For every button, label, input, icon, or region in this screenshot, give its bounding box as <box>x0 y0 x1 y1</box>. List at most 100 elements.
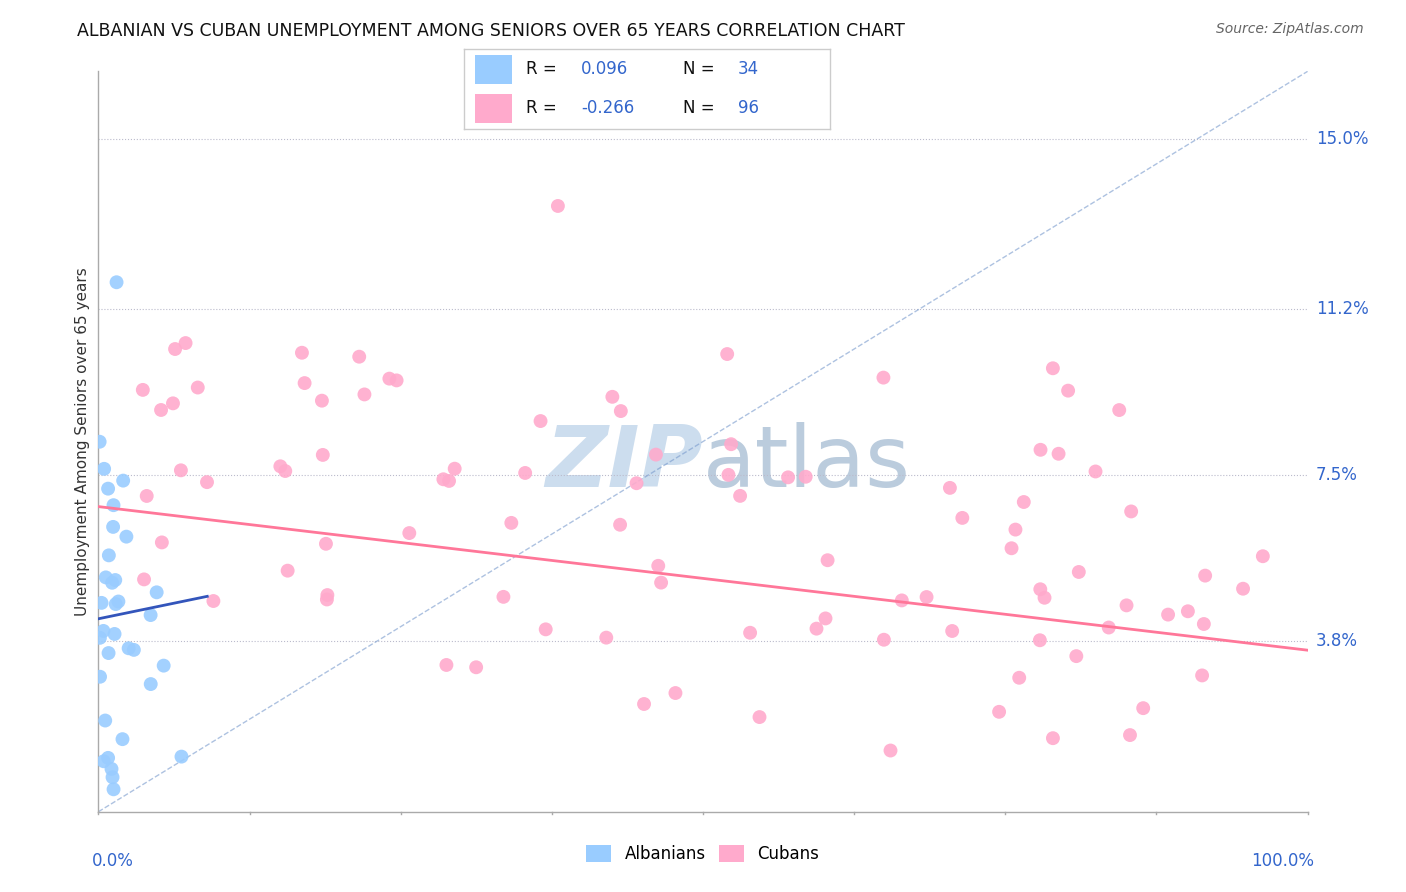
Point <box>1157 607 1180 622</box>
Point <box>202 594 225 608</box>
Point <box>97 751 120 765</box>
Point <box>1192 617 1215 632</box>
Point <box>170 463 193 477</box>
Point <box>872 370 894 384</box>
Point <box>316 588 339 602</box>
Point <box>97 646 120 660</box>
Point <box>1121 504 1143 518</box>
Point <box>150 535 173 549</box>
Text: 100.0%: 100.0% <box>1250 853 1313 871</box>
Point <box>547 199 569 213</box>
Text: R =: R = <box>526 60 562 78</box>
Point <box>650 575 672 590</box>
Point <box>1132 701 1154 715</box>
Point <box>1047 447 1070 461</box>
Point <box>378 371 401 385</box>
Point <box>1232 582 1254 596</box>
Point <box>1057 384 1080 398</box>
Bar <box>475 55 512 85</box>
Point <box>101 575 124 590</box>
Point <box>291 345 314 359</box>
Text: N =: N = <box>683 99 720 117</box>
Point <box>1008 671 1031 685</box>
Point <box>610 404 633 418</box>
Point <box>135 489 157 503</box>
Point <box>294 376 316 390</box>
Text: -0.266: -0.266 <box>581 99 634 117</box>
Point <box>103 627 125 641</box>
Point <box>915 590 938 604</box>
Point <box>1084 465 1107 479</box>
Text: R =: R = <box>526 99 562 117</box>
Point <box>633 697 655 711</box>
Point <box>100 762 122 776</box>
Point <box>1042 361 1064 376</box>
Point <box>104 597 127 611</box>
Text: 96: 96 <box>738 99 759 117</box>
Text: atlas: atlas <box>703 422 911 505</box>
Point <box>105 275 128 289</box>
Point <box>720 437 742 451</box>
Point <box>150 403 173 417</box>
Point <box>132 383 155 397</box>
Point <box>1012 495 1035 509</box>
Text: 15.0%: 15.0% <box>1316 129 1368 148</box>
Point <box>94 714 117 728</box>
Point <box>139 677 162 691</box>
Point <box>1177 604 1199 618</box>
Point <box>1004 523 1026 537</box>
Point <box>817 553 839 567</box>
Point <box>1115 599 1137 613</box>
Point <box>1108 403 1130 417</box>
Point <box>1251 549 1274 564</box>
Point <box>93 754 115 768</box>
Point <box>132 573 155 587</box>
Point <box>139 608 162 623</box>
Point <box>529 414 551 428</box>
Point <box>315 537 337 551</box>
Point <box>90 596 112 610</box>
Point <box>436 657 458 672</box>
Point <box>941 624 963 638</box>
Point <box>170 749 193 764</box>
Point <box>1029 442 1052 457</box>
Point <box>104 573 127 587</box>
Bar <box>475 94 512 123</box>
Point <box>890 593 912 607</box>
Point <box>162 396 184 410</box>
Point <box>398 526 420 541</box>
Point <box>647 558 669 573</box>
Point <box>492 590 515 604</box>
Legend: Albanians, Cubans: Albanians, Cubans <box>579 838 827 870</box>
Point <box>93 624 115 638</box>
Point <box>1029 633 1052 648</box>
Point <box>311 393 333 408</box>
Point <box>432 472 454 486</box>
Point <box>187 380 209 394</box>
Point <box>312 448 335 462</box>
Point <box>501 516 523 530</box>
Point <box>740 625 762 640</box>
Text: Source: ZipAtlas.com: Source: ZipAtlas.com <box>1216 22 1364 37</box>
Point <box>1000 541 1022 556</box>
Point <box>385 373 408 387</box>
Point <box>1033 591 1056 605</box>
Point <box>1029 582 1052 597</box>
Point <box>716 347 738 361</box>
Point <box>1067 565 1090 579</box>
Text: 34: 34 <box>738 60 759 78</box>
Point <box>1194 568 1216 582</box>
Point <box>873 632 896 647</box>
Point <box>806 622 828 636</box>
Point <box>97 549 120 563</box>
Point <box>353 387 375 401</box>
Point <box>534 623 557 637</box>
Point <box>939 481 962 495</box>
Point <box>465 660 488 674</box>
Point <box>950 511 973 525</box>
Point <box>112 474 135 488</box>
Point <box>103 782 125 797</box>
Point <box>103 498 125 512</box>
Point <box>89 670 111 684</box>
Point <box>728 489 751 503</box>
